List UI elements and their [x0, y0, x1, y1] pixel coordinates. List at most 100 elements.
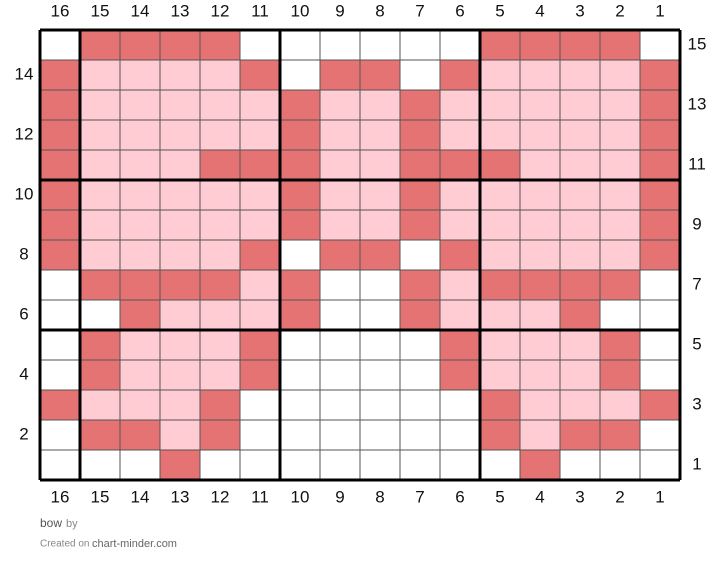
- cell: [240, 420, 280, 450]
- cell: [200, 450, 240, 480]
- row-number: 11: [688, 154, 706, 173]
- row-number: 7: [692, 274, 701, 293]
- cell: [200, 30, 240, 60]
- cell: [400, 450, 440, 480]
- cell: [360, 150, 400, 180]
- column-number-top: 12: [211, 1, 230, 20]
- cell: [640, 150, 680, 180]
- cell: [320, 360, 360, 390]
- cell: [600, 360, 640, 390]
- cell: [360, 60, 400, 90]
- cell: [80, 210, 120, 240]
- cell: [40, 330, 80, 360]
- cell: [240, 120, 280, 150]
- cell: [40, 120, 80, 150]
- cell: [120, 240, 160, 270]
- cell: [320, 420, 360, 450]
- row-number: 10: [15, 184, 34, 203]
- cell: [320, 150, 360, 180]
- column-number-top: 15: [91, 1, 110, 20]
- row-number: 12: [15, 124, 34, 143]
- cell: [520, 60, 560, 90]
- column-number-bottom: 13: [171, 487, 190, 506]
- cell: [160, 420, 200, 450]
- cell: [120, 150, 160, 180]
- column-number-top: 16: [51, 1, 70, 20]
- cell: [80, 300, 120, 330]
- cell: [440, 300, 480, 330]
- cell: [440, 210, 480, 240]
- cell: [480, 360, 520, 390]
- cell: [520, 390, 560, 420]
- cell: [600, 420, 640, 450]
- cell: [200, 90, 240, 120]
- cell: [120, 30, 160, 60]
- column-number-top: 7: [415, 1, 424, 20]
- cell: [40, 150, 80, 180]
- cell: [320, 210, 360, 240]
- column-number-bottom: 6: [455, 487, 464, 506]
- cell: [40, 300, 80, 330]
- cell: [200, 360, 240, 390]
- cell: [480, 60, 520, 90]
- cell: [80, 30, 120, 60]
- grid-lines: [38, 28, 682, 482]
- column-number-bottom: 12: [211, 487, 230, 506]
- cell: [80, 180, 120, 210]
- cell: [40, 180, 80, 210]
- cell: [280, 90, 320, 120]
- cell: [440, 390, 480, 420]
- cell: [120, 330, 160, 360]
- cell: [560, 300, 600, 330]
- cell: [520, 450, 560, 480]
- cell: [40, 420, 80, 450]
- cell: [280, 330, 320, 360]
- cell: [600, 300, 640, 330]
- cell: [40, 60, 80, 90]
- cell: [480, 120, 520, 150]
- cell: [480, 150, 520, 180]
- cell: [240, 30, 280, 60]
- grid: [40, 30, 680, 480]
- cell: [80, 390, 120, 420]
- cell: [120, 270, 160, 300]
- column-number-top: 3: [575, 1, 584, 20]
- cell: [600, 30, 640, 60]
- cell: [200, 180, 240, 210]
- column-number-top: 14: [131, 1, 150, 20]
- cell: [360, 270, 400, 300]
- cell: [600, 90, 640, 120]
- cell: [160, 270, 200, 300]
- row-number: 1: [692, 454, 701, 473]
- cell: [320, 300, 360, 330]
- column-number-bottom: 14: [131, 487, 150, 506]
- cell: [520, 240, 560, 270]
- column-number-bottom: 11: [251, 487, 269, 506]
- cell: [440, 360, 480, 390]
- cell: [640, 240, 680, 270]
- cell: [40, 210, 80, 240]
- cell: [640, 120, 680, 150]
- cell: [520, 210, 560, 240]
- cell: [40, 90, 80, 120]
- cell: [600, 150, 640, 180]
- created-label: Created on: [40, 539, 89, 550]
- cell: [640, 390, 680, 420]
- cell: [560, 390, 600, 420]
- cell: [360, 300, 400, 330]
- cell: [520, 30, 560, 60]
- cell: [320, 240, 360, 270]
- cell: [600, 240, 640, 270]
- cell: [280, 180, 320, 210]
- cell: [400, 330, 440, 360]
- cell: [600, 60, 640, 90]
- cell: [440, 150, 480, 180]
- cell: [280, 360, 320, 390]
- cell: [80, 270, 120, 300]
- cell: [120, 300, 160, 330]
- cell: [40, 450, 80, 480]
- cell: [360, 120, 400, 150]
- cell: [480, 30, 520, 60]
- site-link[interactable]: chart-minder.com: [92, 538, 177, 550]
- cell: [200, 420, 240, 450]
